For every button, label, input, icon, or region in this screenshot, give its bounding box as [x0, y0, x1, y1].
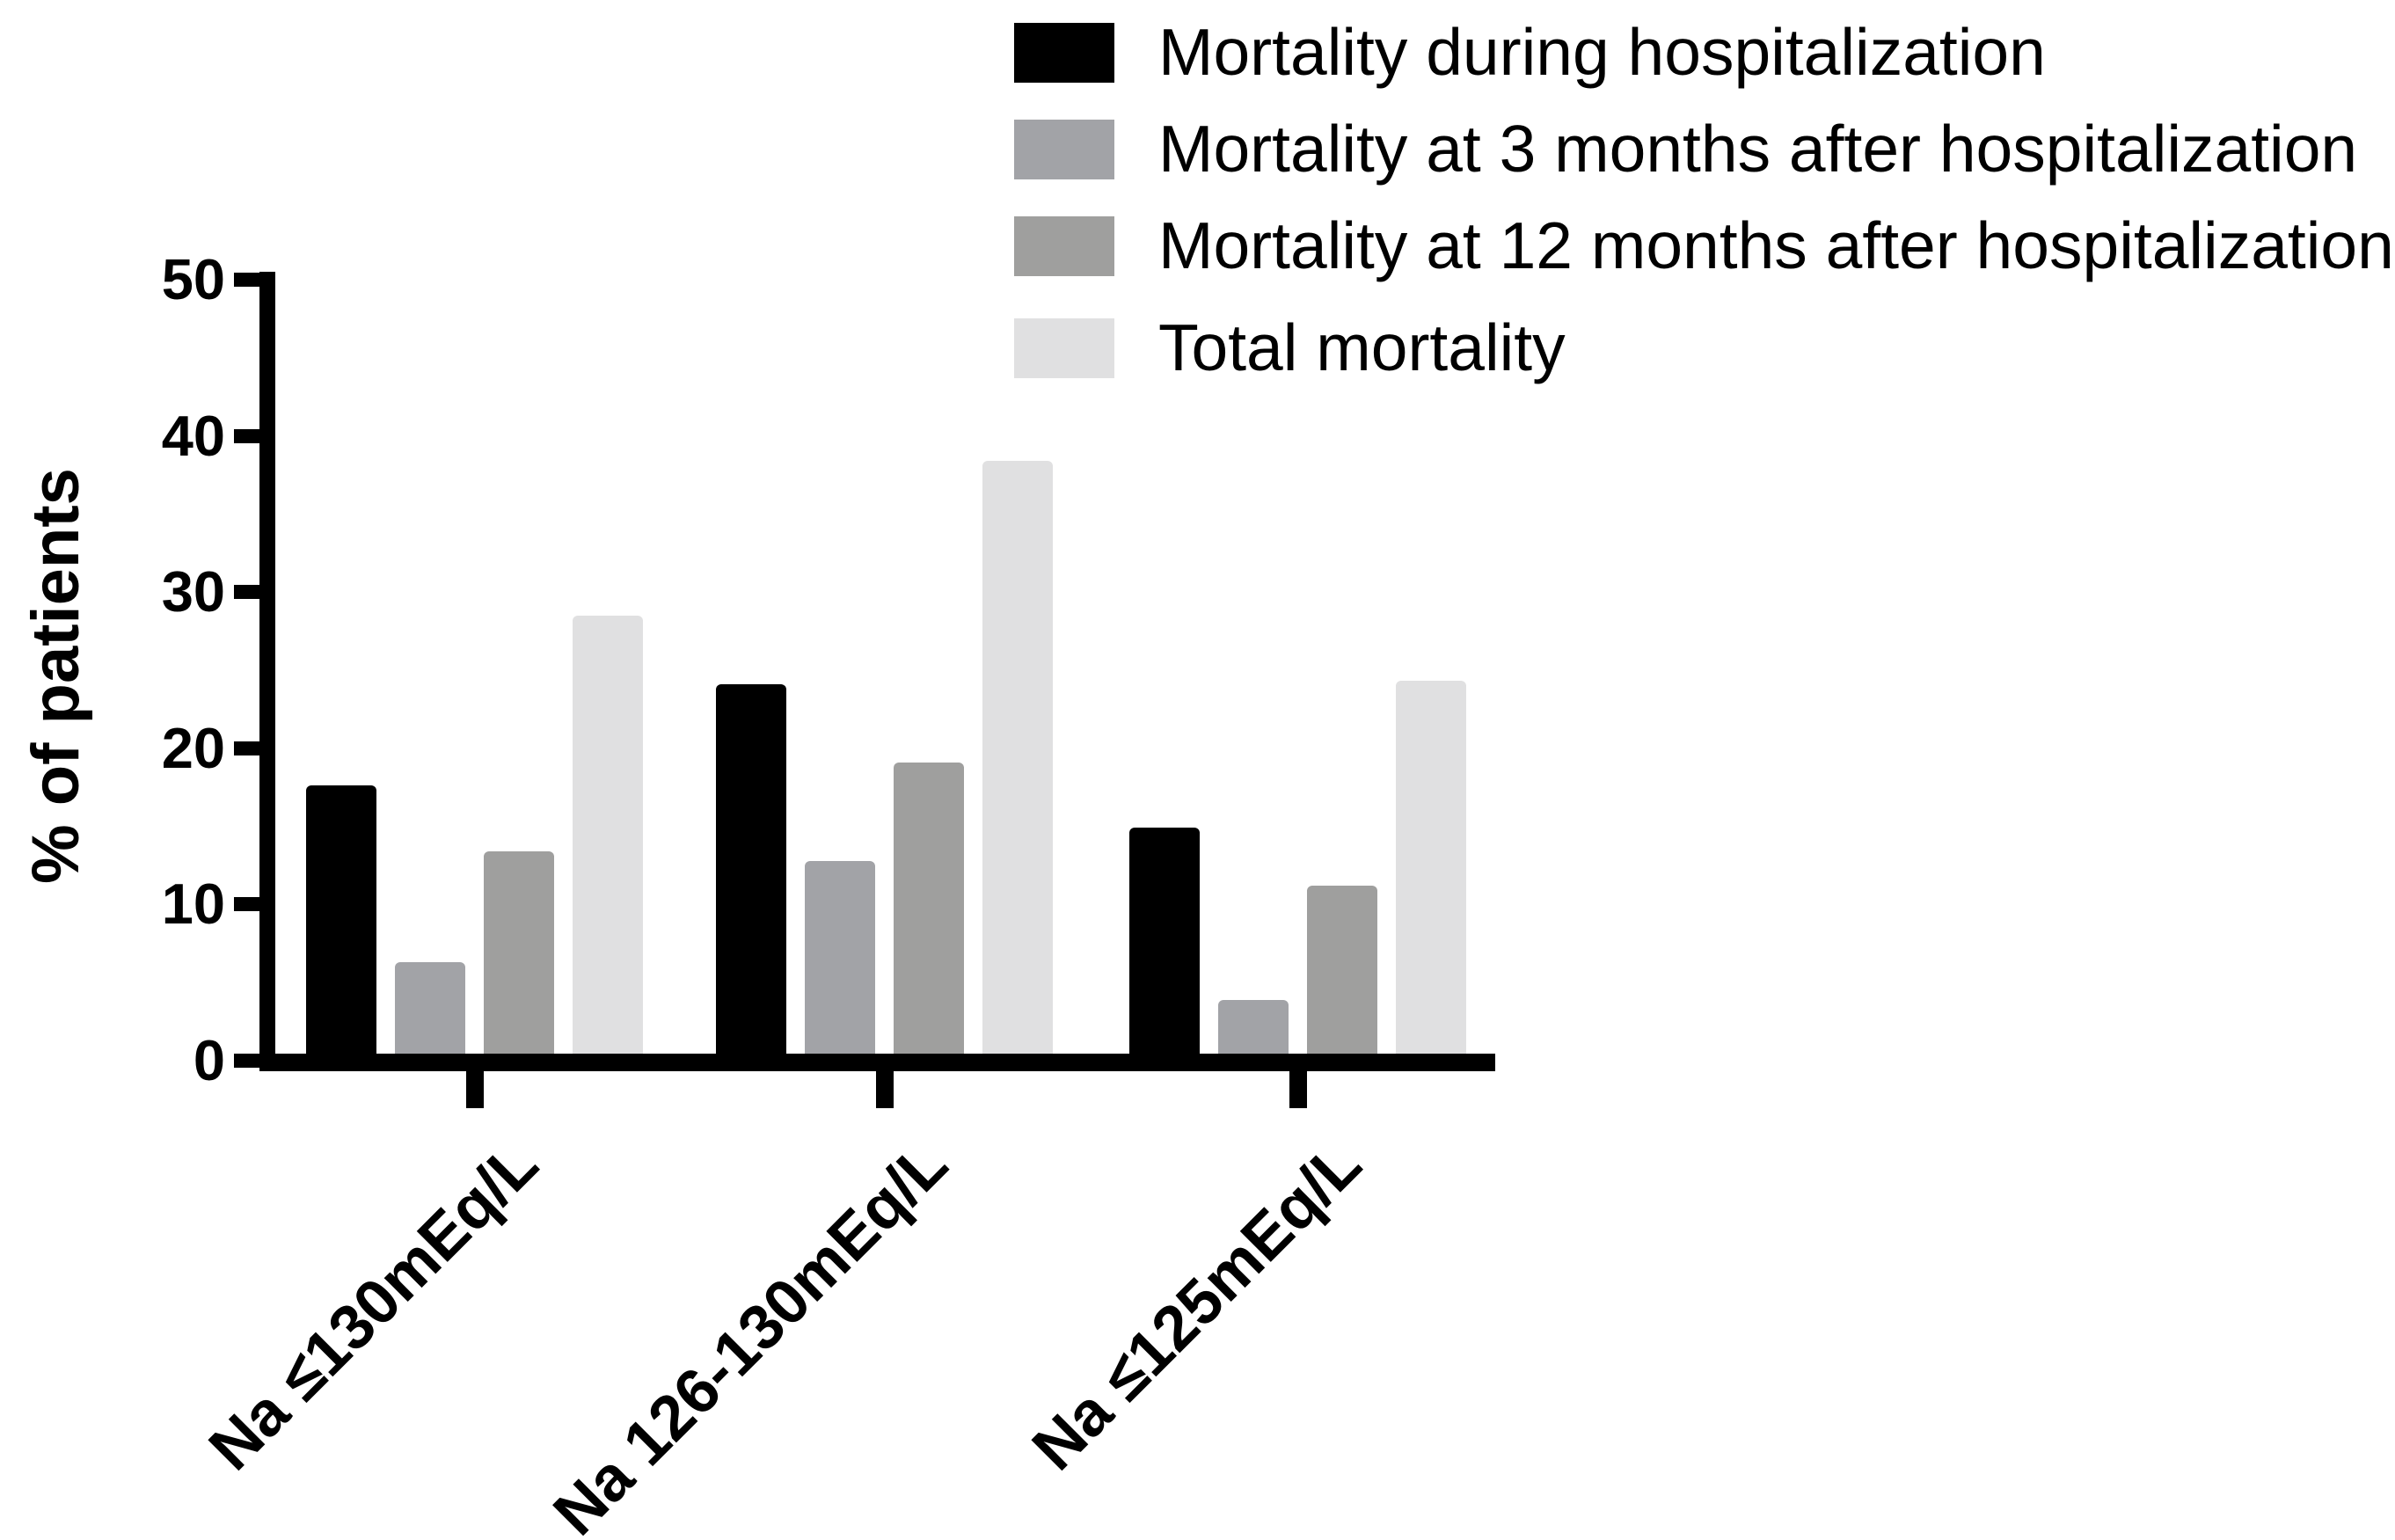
bar-group1-series4 [573, 616, 643, 1061]
legend-row: Mortality at 3 months after hospitalizat… [1014, 116, 2357, 182]
legend-row: Total mortality [1014, 315, 1566, 381]
bar-group2-series4 [982, 461, 1053, 1061]
x-category-label: Na ≤130mEq/L [195, 1128, 551, 1484]
x-tick-mark [875, 1069, 894, 1108]
y-tick-label: 40 [161, 403, 225, 468]
legend-label: Total mortality [1158, 310, 1566, 384]
bar-group2-series3 [894, 763, 964, 1061]
x-tick-mark [1289, 1069, 1307, 1108]
legend-swatch-icon [1014, 215, 1114, 276]
y-tick-label: 0 [193, 1028, 225, 1092]
legend-swatch-icon [1014, 119, 1114, 179]
y-axis-line [259, 272, 275, 1071]
legend-row: Mortality during hospitalization [1014, 19, 2046, 85]
bar-group2-series2 [805, 861, 875, 1061]
bar-group2-series1 [716, 684, 786, 1061]
legend-swatch-icon [1014, 22, 1114, 83]
y-axis-title: % of patients [18, 468, 93, 884]
y-tick-label: 30 [161, 559, 225, 624]
y-tick-label: 10 [161, 872, 225, 937]
y-tick-label: 20 [161, 715, 225, 780]
bar-group3-series1 [1129, 828, 1200, 1061]
y-tick-mark [234, 1054, 260, 1068]
x-category-label: Na ≤125mEq/L [1019, 1128, 1375, 1484]
x-tick-mark [465, 1069, 484, 1108]
bar-group3-series4 [1396, 681, 1466, 1061]
bar-group3-series2 [1218, 1000, 1289, 1061]
bar-group1-series1 [306, 785, 376, 1061]
legend-label: Mortality at 12 months after hospitaliza… [1158, 208, 2394, 282]
bar-group1-series2 [395, 962, 465, 1061]
y-tick-mark [234, 585, 260, 600]
legend-label: Mortality during hospitalization [1158, 15, 2046, 89]
bar-group3-series3 [1307, 886, 1377, 1061]
x-category-label: Na 126-130mEq/L [540, 1128, 961, 1540]
legend-row: Mortality at 12 months after hospitaliza… [1014, 213, 2394, 279]
y-tick-mark [234, 897, 260, 912]
legend-swatch-icon [1014, 317, 1114, 378]
y-tick-mark [234, 273, 260, 287]
y-tick-label: 50 [161, 247, 225, 311]
bar-group1-series3 [484, 851, 554, 1061]
y-tick-mark [234, 428, 260, 443]
y-tick-mark [234, 741, 260, 755]
x-axis-line [259, 1054, 1495, 1071]
legend-label: Mortality at 3 months after hospitalizat… [1158, 112, 2358, 186]
